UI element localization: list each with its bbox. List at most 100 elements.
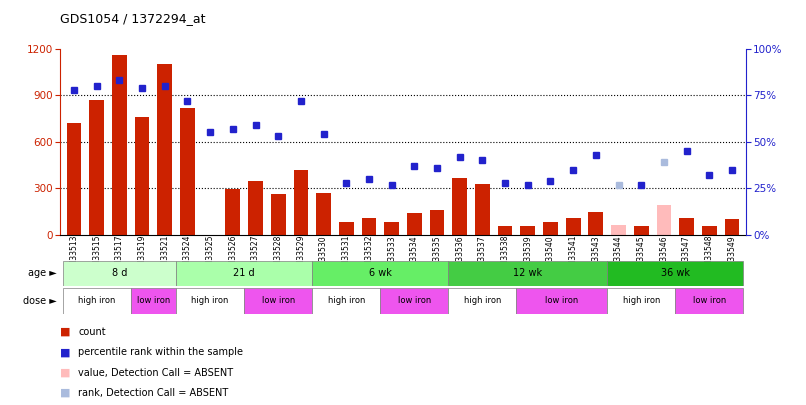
Text: GSM33532: GSM33532 bbox=[364, 235, 373, 276]
Bar bbox=[316, 193, 331, 235]
Bar bbox=[588, 212, 603, 235]
Text: age ►: age ► bbox=[27, 269, 56, 278]
Text: rank, Detection Call = ABSENT: rank, Detection Call = ABSENT bbox=[78, 388, 228, 398]
Text: GSM33539: GSM33539 bbox=[523, 235, 532, 277]
Text: ■: ■ bbox=[60, 368, 71, 377]
Bar bbox=[180, 108, 195, 235]
Text: 12 wk: 12 wk bbox=[513, 269, 542, 278]
Bar bbox=[521, 226, 535, 235]
Bar bbox=[430, 210, 444, 235]
Text: 6 wk: 6 wk bbox=[369, 269, 392, 278]
Bar bbox=[312, 261, 448, 286]
Bar bbox=[177, 288, 244, 314]
Text: GSM33515: GSM33515 bbox=[92, 235, 102, 276]
Text: GSM33521: GSM33521 bbox=[160, 235, 169, 276]
Bar bbox=[448, 288, 517, 314]
Text: GSM33546: GSM33546 bbox=[659, 235, 668, 277]
Bar bbox=[244, 288, 312, 314]
Text: GSM33536: GSM33536 bbox=[455, 235, 464, 277]
Bar bbox=[131, 288, 177, 314]
Bar bbox=[312, 288, 380, 314]
Text: GSM33526: GSM33526 bbox=[228, 235, 237, 276]
Text: low iron: low iron bbox=[137, 296, 170, 305]
Text: ■: ■ bbox=[60, 347, 71, 357]
Text: 21 d: 21 d bbox=[234, 269, 255, 278]
Text: ■: ■ bbox=[60, 327, 71, 337]
Bar bbox=[63, 261, 177, 286]
Text: GSM33534: GSM33534 bbox=[409, 235, 419, 277]
Bar bbox=[177, 261, 312, 286]
Text: GSM33541: GSM33541 bbox=[569, 235, 578, 276]
Text: 8 d: 8 d bbox=[112, 269, 127, 278]
Text: GSM33529: GSM33529 bbox=[297, 235, 305, 276]
Text: high iron: high iron bbox=[463, 296, 501, 305]
Bar bbox=[607, 261, 743, 286]
Bar bbox=[112, 55, 127, 235]
Text: GSM33538: GSM33538 bbox=[501, 235, 509, 276]
Bar bbox=[634, 226, 649, 235]
Text: GSM33535: GSM33535 bbox=[433, 235, 442, 277]
Bar bbox=[380, 288, 448, 314]
Text: GSM33547: GSM33547 bbox=[682, 235, 691, 277]
Text: high iron: high iron bbox=[327, 296, 365, 305]
Text: 36 wk: 36 wk bbox=[661, 269, 690, 278]
Bar bbox=[543, 222, 558, 235]
Text: GSM33530: GSM33530 bbox=[319, 235, 328, 277]
Bar bbox=[89, 100, 104, 235]
Text: GSM33540: GSM33540 bbox=[546, 235, 555, 277]
Text: GSM33549: GSM33549 bbox=[728, 235, 737, 277]
Text: ■: ■ bbox=[60, 388, 71, 398]
Bar bbox=[675, 288, 743, 314]
Text: high iron: high iron bbox=[622, 296, 660, 305]
Text: GSM33548: GSM33548 bbox=[704, 235, 714, 276]
Text: low iron: low iron bbox=[262, 296, 295, 305]
Text: percentile rank within the sample: percentile rank within the sample bbox=[78, 347, 243, 357]
Bar bbox=[384, 222, 399, 235]
Text: value, Detection Call = ABSENT: value, Detection Call = ABSENT bbox=[78, 368, 233, 377]
Bar bbox=[702, 226, 717, 235]
Bar bbox=[517, 288, 607, 314]
Bar bbox=[657, 205, 671, 235]
Bar bbox=[679, 218, 694, 235]
Text: low iron: low iron bbox=[692, 296, 726, 305]
Text: GSM33533: GSM33533 bbox=[387, 235, 397, 277]
Text: GSM33513: GSM33513 bbox=[69, 235, 78, 276]
Text: GSM33528: GSM33528 bbox=[274, 235, 283, 276]
Bar bbox=[607, 288, 675, 314]
Text: GSM33527: GSM33527 bbox=[251, 235, 260, 276]
Bar bbox=[362, 218, 376, 235]
Bar bbox=[339, 222, 354, 235]
Text: GSM33531: GSM33531 bbox=[342, 235, 351, 276]
Bar bbox=[248, 181, 263, 235]
Text: GSM33525: GSM33525 bbox=[206, 235, 214, 276]
Bar bbox=[63, 288, 131, 314]
Text: low iron: low iron bbox=[397, 296, 431, 305]
Bar bbox=[407, 213, 422, 235]
Bar bbox=[611, 225, 626, 235]
Text: GSM33524: GSM33524 bbox=[183, 235, 192, 276]
Text: GSM33537: GSM33537 bbox=[478, 235, 487, 277]
Text: GSM33517: GSM33517 bbox=[115, 235, 124, 276]
Bar bbox=[226, 189, 240, 235]
Bar bbox=[271, 194, 285, 235]
Text: GDS1054 / 1372294_at: GDS1054 / 1372294_at bbox=[60, 12, 206, 25]
Bar bbox=[452, 178, 467, 235]
Bar bbox=[157, 64, 172, 235]
Text: GSM33544: GSM33544 bbox=[614, 235, 623, 277]
Bar bbox=[566, 218, 580, 235]
Text: count: count bbox=[78, 327, 106, 337]
Bar bbox=[67, 123, 81, 235]
Text: GSM33543: GSM33543 bbox=[592, 235, 600, 277]
Bar bbox=[498, 226, 513, 235]
Text: GSM33519: GSM33519 bbox=[138, 235, 147, 276]
Bar bbox=[475, 184, 490, 235]
Text: high iron: high iron bbox=[192, 296, 229, 305]
Bar bbox=[135, 117, 149, 235]
Text: GSM33545: GSM33545 bbox=[637, 235, 646, 277]
Bar bbox=[448, 261, 607, 286]
Text: dose ►: dose ► bbox=[23, 296, 56, 306]
Text: high iron: high iron bbox=[78, 296, 115, 305]
Bar bbox=[725, 220, 739, 235]
Bar bbox=[293, 170, 308, 235]
Text: low iron: low iron bbox=[545, 296, 579, 305]
